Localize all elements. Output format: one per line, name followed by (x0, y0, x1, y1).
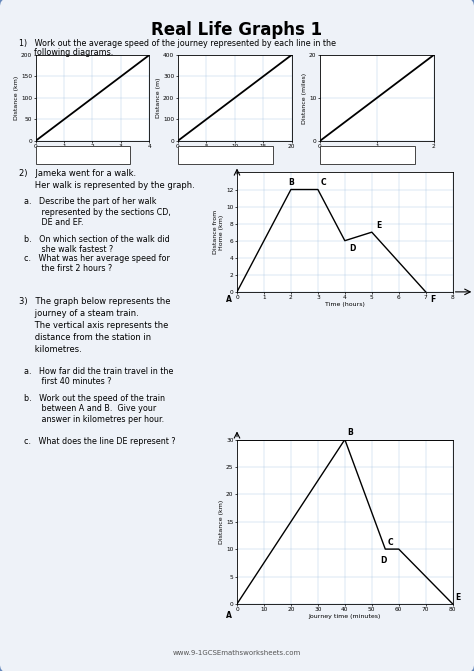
Text: A: A (226, 611, 232, 619)
Text: b.   On which section of the walk did
         she walk fastest ?: b. On which section of the walk did she … (19, 235, 170, 254)
Text: b.   Work out the speed of the train
         between A and B.  Give your
      : b. Work out the speed of the train betwe… (19, 394, 165, 423)
Text: A: A (226, 295, 232, 304)
Text: www.9-1GCSEmathsworksheets.com: www.9-1GCSEmathsworksheets.com (173, 650, 301, 656)
Text: a.   How far did the train travel in the
         first 40 minutes ?: a. How far did the train travel in the f… (19, 367, 173, 386)
Text: E: E (456, 592, 461, 601)
Text: distance from the station in: distance from the station in (19, 333, 151, 342)
Text: D: D (380, 556, 386, 565)
Y-axis label: Distance from
Home (km): Distance from Home (km) (213, 210, 224, 254)
Text: c.   What does the line DE represent ?: c. What does the line DE represent ? (19, 437, 175, 446)
Text: 1)   Work out the average speed of the journey represented by each line in the: 1) Work out the average speed of the jou… (19, 39, 336, 48)
Text: C: C (388, 537, 393, 547)
Text: B: B (288, 178, 294, 187)
X-axis label: Time (hours): Time (hours) (325, 303, 365, 307)
Text: D: D (349, 244, 355, 253)
X-axis label: Time (hours): Time (hours) (357, 152, 397, 156)
Y-axis label: Distance (km): Distance (km) (14, 76, 19, 120)
Text: E: E (376, 221, 381, 230)
Text: 3)   The graph below represents the: 3) The graph below represents the (19, 297, 171, 305)
Text: journey of a steam train.: journey of a steam train. (19, 309, 139, 317)
Text: 2)   Jameka went for a walk.: 2) Jameka went for a walk. (19, 169, 136, 178)
Y-axis label: Distance (km): Distance (km) (219, 500, 224, 544)
X-axis label: Time (hours): Time (hours) (73, 152, 112, 156)
Text: C: C (320, 178, 326, 187)
Text: The vertical axis represents the: The vertical axis represents the (19, 321, 168, 329)
Text: a.   Describe the part of her walk
         represented by the sections CD,
    : a. Describe the part of her walk represe… (19, 197, 171, 227)
Text: F: F (430, 295, 435, 304)
Text: B: B (347, 428, 353, 437)
Text: Real Life Graphs 1: Real Life Graphs 1 (151, 21, 323, 40)
Text: c.   What was her average speed for
         the first 2 hours ?: c. What was her average speed for the fi… (19, 254, 170, 273)
Text: following diagrams.: following diagrams. (19, 48, 113, 57)
Text: Her walk is represented by the graph.: Her walk is represented by the graph. (19, 181, 195, 190)
Text: kilometres.: kilometres. (19, 345, 82, 354)
X-axis label: Journey time (minutes): Journey time (minutes) (309, 615, 381, 619)
Y-axis label: Distance (m): Distance (m) (156, 78, 161, 118)
X-axis label: Time (seconds): Time (seconds) (210, 152, 259, 156)
Y-axis label: Distance (miles): Distance (miles) (302, 72, 307, 123)
